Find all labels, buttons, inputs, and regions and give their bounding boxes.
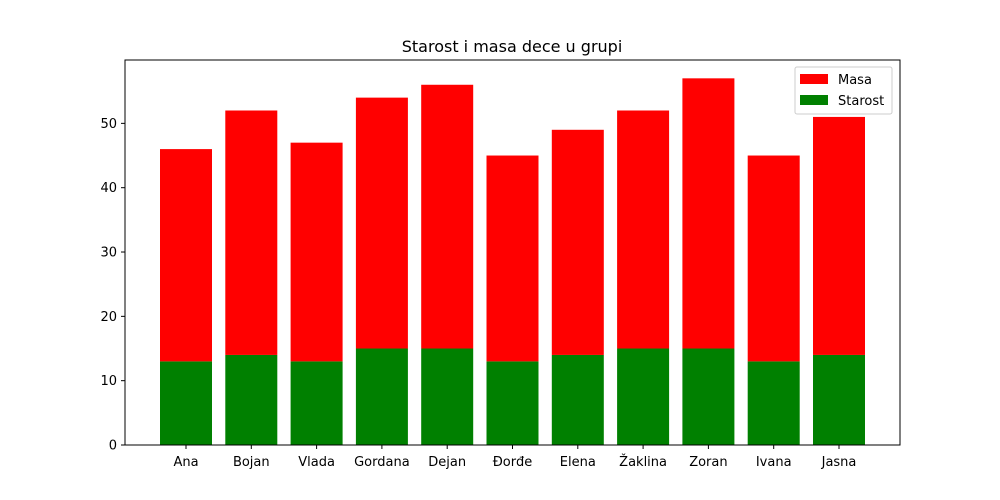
bar-masa-7 bbox=[617, 110, 670, 349]
x-tick-label: Ivana bbox=[756, 455, 792, 470]
x-tick-label: Đorđe bbox=[493, 455, 533, 470]
bar-starost-0 bbox=[160, 361, 212, 445]
bars-group bbox=[160, 78, 865, 445]
y-tick-label: 50 bbox=[100, 117, 117, 132]
bar-masa-8 bbox=[682, 78, 735, 349]
chart-title: Starost i masa dece u grupi bbox=[402, 37, 623, 56]
bar-masa-2 bbox=[290, 142, 343, 362]
bar-starost-7 bbox=[617, 348, 670, 445]
bar-starost-3 bbox=[355, 348, 408, 445]
legend-label-masa: Masa bbox=[838, 73, 872, 88]
x-tick-label: Jasna bbox=[821, 455, 857, 470]
x-tick-label: Ana bbox=[173, 455, 198, 470]
bar-masa-0 bbox=[160, 149, 212, 362]
x-tick-label: Gordana bbox=[354, 455, 410, 470]
y-tick-label: 0 bbox=[109, 439, 117, 454]
bar-masa-3 bbox=[355, 97, 408, 349]
bar-masa-5 bbox=[486, 155, 539, 362]
bar-starost-5 bbox=[486, 361, 539, 445]
x-tick-label: Žaklina bbox=[619, 454, 667, 470]
x-tick-label: Dejan bbox=[428, 455, 466, 470]
bar-masa-4 bbox=[421, 84, 474, 349]
plot-frame bbox=[124, 59, 901, 446]
bar-starost-4 bbox=[421, 348, 474, 445]
x-tick-label: Vlada bbox=[298, 455, 335, 470]
legend-swatch-masa bbox=[800, 74, 828, 84]
x-axis: Ana Bojan Vlada Gordana Dejan Đorđe Elena Žakli… bbox=[173, 445, 856, 470]
bar-starost-2 bbox=[290, 361, 343, 445]
legend-swatch-starost bbox=[800, 95, 828, 105]
y-axis: 0 10 20 30 40 50 bbox=[100, 117, 125, 454]
bar-masa-1 bbox=[225, 110, 278, 355]
y-tick-label: 30 bbox=[100, 246, 117, 261]
x-tick-label: Bojan bbox=[233, 455, 270, 470]
bar-starost-6 bbox=[551, 354, 604, 445]
bar-masa-10 bbox=[813, 116, 865, 355]
x-tick-label: Elena bbox=[560, 455, 596, 470]
bar-masa-9 bbox=[747, 155, 800, 362]
y-tick-label: 10 bbox=[100, 374, 117, 389]
bar-starost-10 bbox=[813, 354, 865, 445]
bar-starost-8 bbox=[682, 348, 735, 445]
bar-starost-1 bbox=[225, 354, 278, 445]
legend-label-starost: Starost bbox=[838, 94, 884, 109]
legend: Masa Starost bbox=[794, 66, 893, 115]
bar-masa-6 bbox=[551, 129, 604, 355]
y-tick-label: 40 bbox=[100, 181, 117, 196]
bar-starost-9 bbox=[747, 361, 800, 445]
y-tick-label: 20 bbox=[100, 310, 117, 325]
x-tick-label: Zoran bbox=[689, 455, 727, 470]
